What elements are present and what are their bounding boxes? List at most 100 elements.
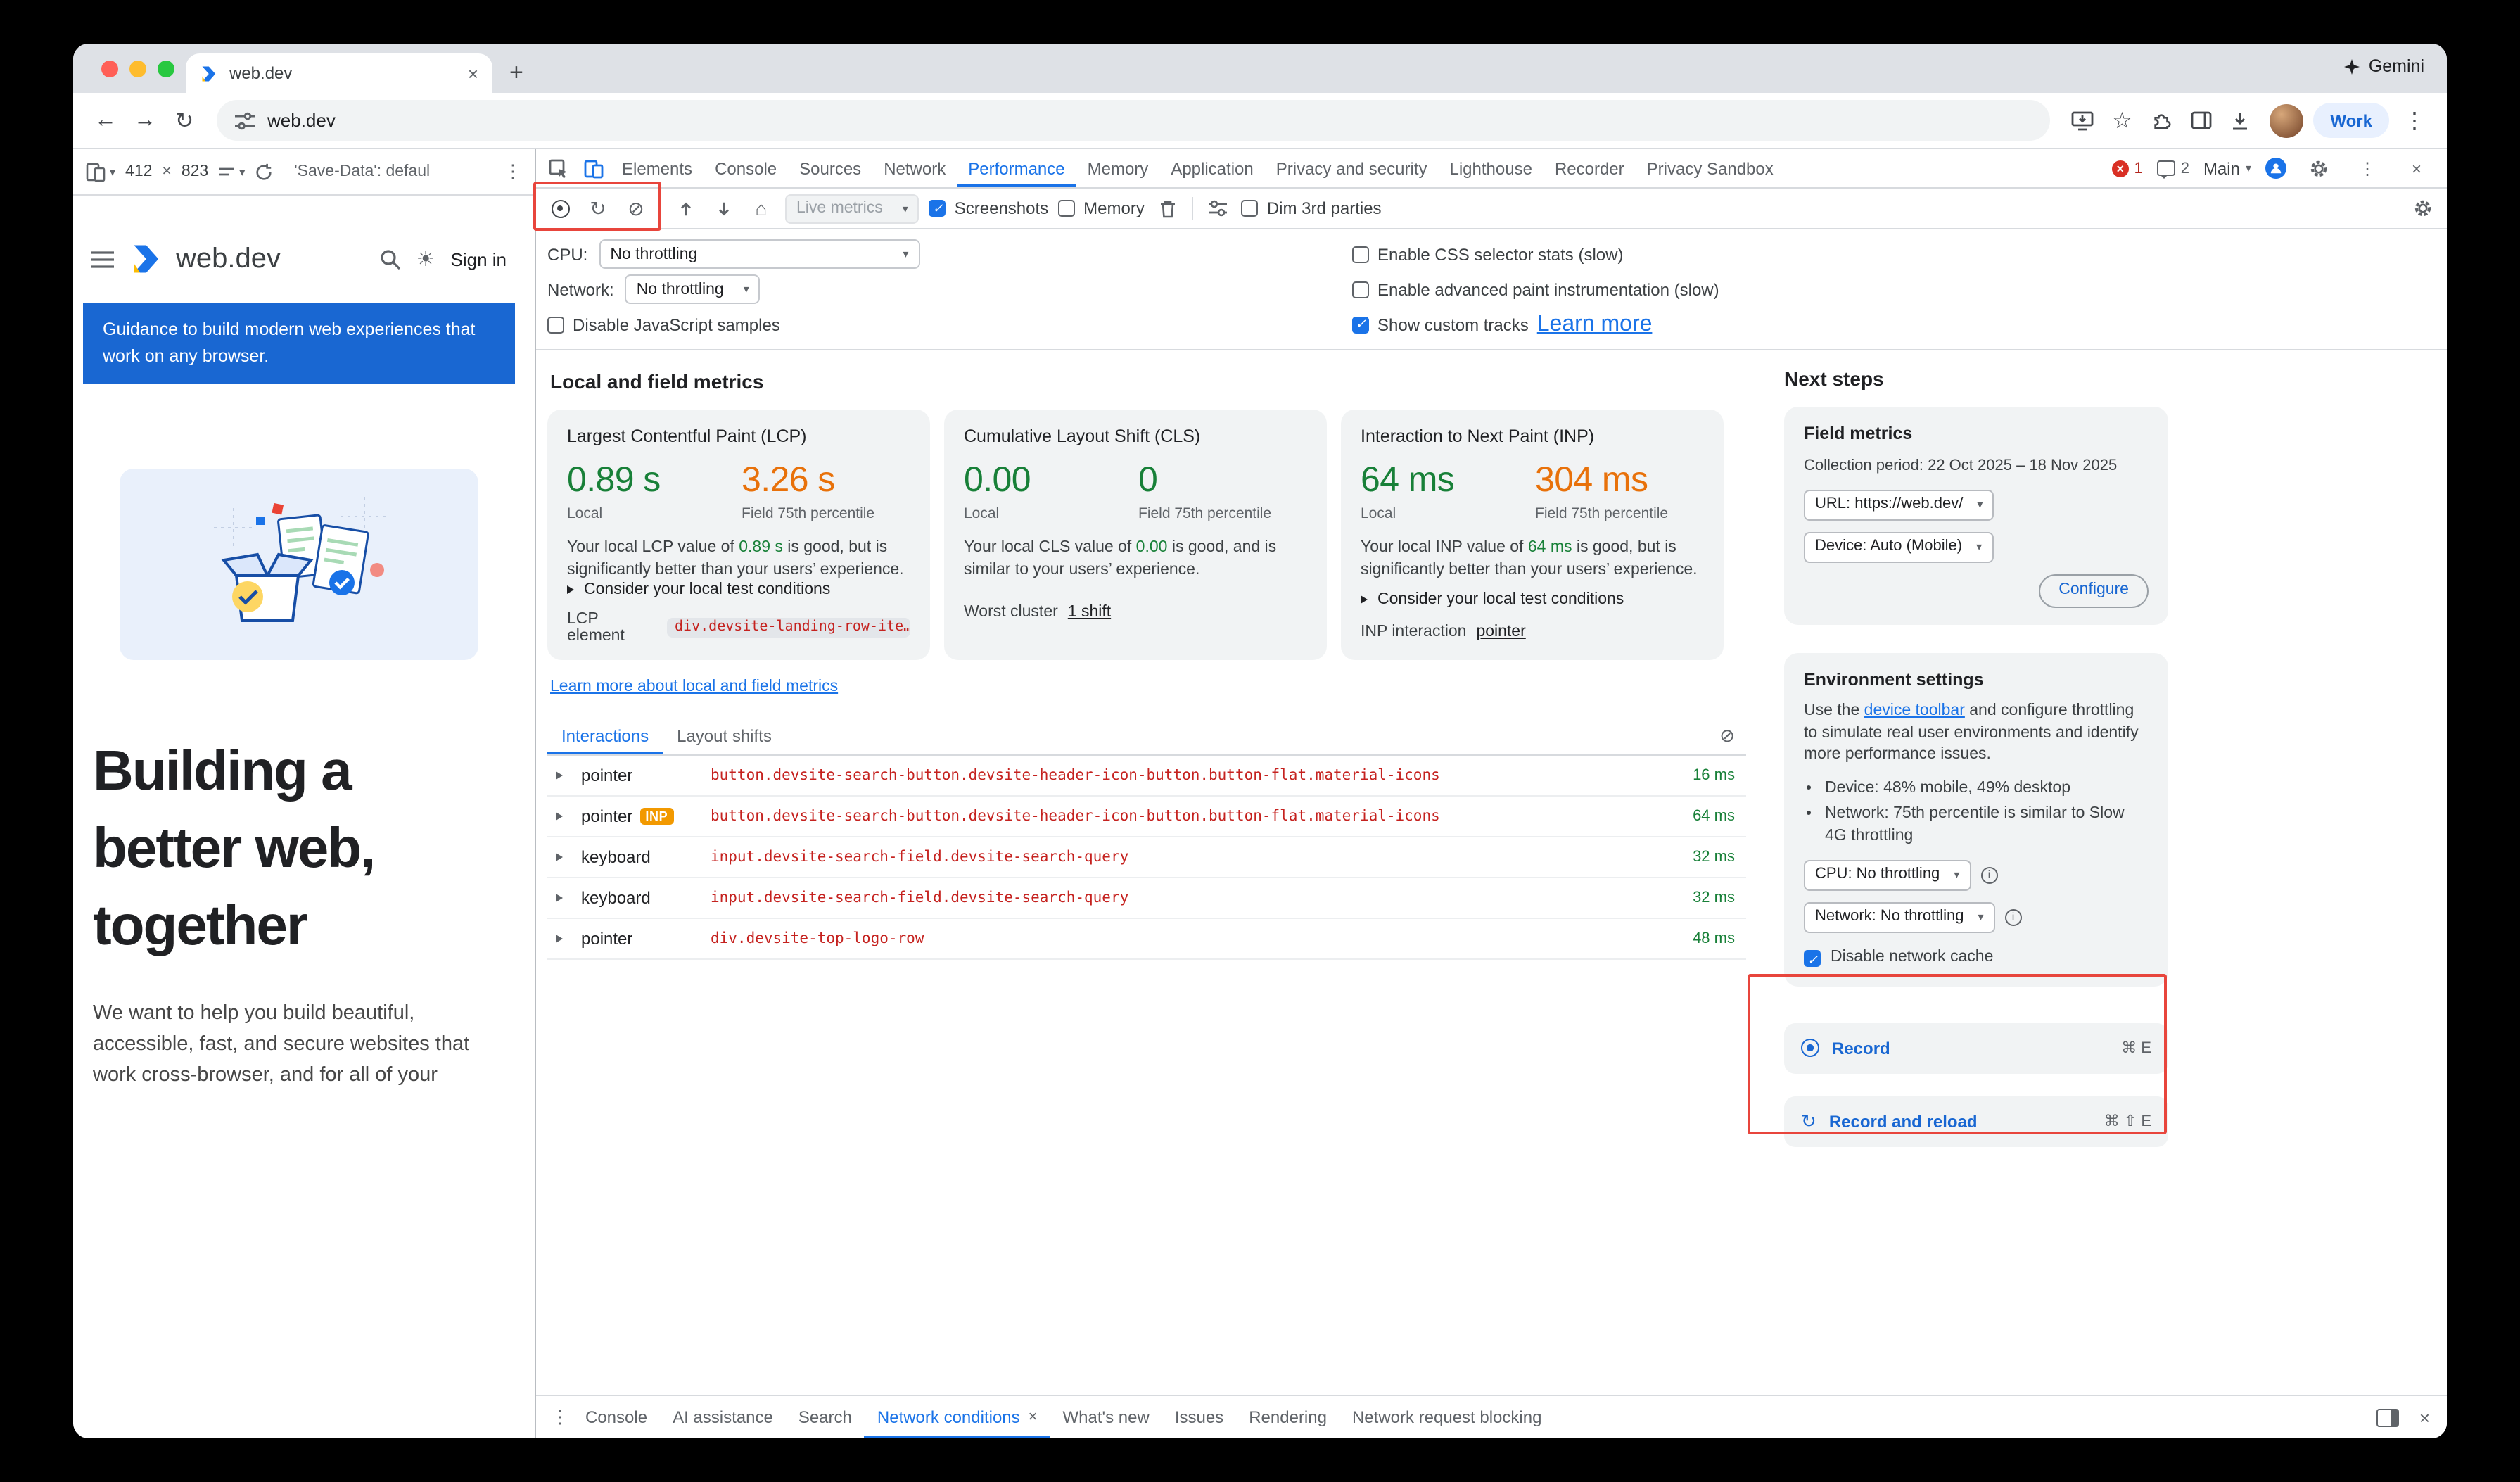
profile-avatar[interactable] [2270, 103, 2304, 137]
load-profile-icon[interactable] [671, 194, 699, 222]
lcp-test-conditions-expander[interactable]: Consider your local test conditions [567, 581, 910, 598]
interaction-row[interactable]: pointer div.devsite-top-logo-row 48 ms [547, 919, 1746, 960]
viewport-height-input[interactable]: 823 [181, 163, 209, 180]
record-and-reload-button[interactable]: ↻ Record and reload ⌘ ⇧ E [1784, 1096, 2168, 1146]
inspect-icon[interactable] [540, 149, 575, 187]
reload-page-button[interactable]: ↻ [174, 109, 194, 133]
record-icon[interactable] [546, 194, 574, 222]
new-tab-button[interactable]: + [509, 59, 523, 86]
row-expand-icon[interactable] [547, 935, 578, 943]
tab-interactions[interactable]: Interactions [547, 718, 663, 754]
devtools-tab-privacy-sandbox[interactable]: Privacy Sandbox [1646, 158, 1774, 178]
toggle-device-toolbar-icon[interactable] [575, 149, 611, 187]
row-expand-icon[interactable] [547, 812, 578, 821]
capture-settings-icon[interactable] [1204, 194, 1232, 222]
tab-layout-shifts[interactable]: Layout shifts [677, 726, 772, 746]
sign-in-link[interactable]: Sign in [450, 248, 507, 270]
interaction-target-link[interactable]: div.devsite-top-logo-row [711, 930, 924, 947]
dim-3rd-parties-checkbox[interactable]: Dim 3rd parties [1241, 198, 1382, 218]
issues-badge[interactable]: 2 [2156, 160, 2189, 179]
drawer-kebab-icon[interactable]: ⋮ [551, 1406, 569, 1427]
lcp-element-link[interactable]: div.devsite-landing-row-ite… [666, 617, 910, 637]
devtools-tab-console[interactable]: Console [715, 158, 777, 178]
error-badge[interactable]: 1 [2111, 160, 2143, 177]
interaction-row[interactable]: keyboard input.devsite-search-field.devs… [547, 837, 1746, 878]
garbage-collect-icon[interactable] [1154, 194, 1183, 222]
devtools-tab-sources[interactable]: Sources [799, 158, 862, 178]
record-and-reload-icon[interactable]: ↻ [590, 196, 606, 219]
rotate-viewport-icon[interactable] [255, 163, 273, 181]
zoom-select[interactable]: ▾ [218, 163, 245, 180]
devtools-close-icon[interactable]: × [2411, 158, 2422, 178]
custom-tracks-learn-more-link[interactable]: Learn more [1536, 312, 1653, 336]
field-url-select[interactable]: URL: https://web.dev/ [1804, 490, 1994, 521]
gemini-badge[interactable]: Gemini [2344, 56, 2424, 76]
row-expand-icon[interactable] [547, 853, 578, 861]
devtools-tab-application[interactable]: Application [1171, 158, 1254, 178]
interaction-target-link[interactable]: input.devsite-search-field.devsite-searc… [711, 889, 1129, 906]
clear-icon[interactable]: ⊘ [628, 196, 644, 219]
webdev-logo[interactable]: web.dev [129, 243, 281, 275]
drawer-tab-issues[interactable]: Issues [1174, 1407, 1224, 1427]
install-icon[interactable] [2064, 102, 2101, 139]
drawer-tab-close-icon[interactable]: × [1028, 1409, 1038, 1426]
drawer-tab-console[interactable]: Console [585, 1407, 648, 1427]
cpu-info-icon[interactable] [1980, 867, 1998, 884]
inp-test-conditions-expander[interactable]: Consider your local test conditions [1361, 591, 1704, 608]
device-type-select[interactable]: ▾ [86, 161, 115, 182]
devtools-tab-privacy-security[interactable]: Privacy and security [1275, 158, 1427, 178]
worst-cluster-link[interactable]: 1 shift [1067, 604, 1112, 621]
downloads-icon[interactable] [2222, 102, 2258, 139]
save-profile-icon[interactable] [709, 194, 737, 222]
interaction-row[interactable]: pointer INP button.devsite-search-button.… [547, 797, 1746, 837]
device-toolbar-link[interactable]: device toolbar [1864, 702, 1965, 719]
minimize-window-button[interactable] [129, 61, 146, 77]
forward-button[interactable]: → [134, 108, 156, 132]
devtools-tab-elements[interactable]: Elements [622, 158, 693, 178]
devtools-tab-memory[interactable]: Memory [1087, 158, 1149, 178]
theme-toggle-icon[interactable]: ☀ [416, 248, 435, 272]
interaction-target-link[interactable]: button.devsite-search-button.devsite-hea… [711, 808, 1440, 825]
drawer-tab-rendering[interactable]: Rendering [1249, 1407, 1327, 1427]
show-custom-tracks-checkbox[interactable]: Show custom tracks [1352, 315, 1529, 334]
profile-work-button[interactable]: Work [2313, 103, 2389, 138]
inp-interaction-link[interactable]: pointer [1476, 623, 1526, 640]
devtools-profile-icon[interactable] [2265, 158, 2286, 179]
row-expand-icon[interactable] [547, 771, 578, 780]
drawer-tab-network-request-blocking[interactable]: Network request blocking [1351, 1407, 1542, 1427]
menu-icon[interactable] [91, 250, 114, 268]
browser-menu-kebab-icon[interactable]: ⋮ [2403, 109, 2426, 133]
performance-settings-gear-icon[interactable] [2409, 194, 2437, 222]
drawer-tab-ai-assistance[interactable]: AI assistance [673, 1407, 773, 1427]
interaction-target-link[interactable]: input.devsite-search-field.devsite-searc… [711, 849, 1129, 866]
record-button[interactable]: Record ⌘ E [1784, 1022, 2168, 1073]
live-metrics-page-icon[interactable]: ⌂ [755, 197, 768, 220]
site-banner[interactable]: Guidance to build modern web experiences… [83, 303, 515, 384]
toggle-drawer-layout-icon[interactable] [2376, 1408, 2400, 1426]
interaction-target-link[interactable]: button.devsite-search-button.devsite-hea… [711, 767, 1440, 784]
network-info-icon[interactable] [2004, 909, 2022, 926]
network-throttling-select[interactable]: No throttling [625, 274, 761, 304]
clear-log-icon[interactable]: ⊘ [1719, 725, 1735, 746]
learn-metrics-link[interactable]: Learn more about local and field metrics [550, 678, 839, 695]
browser-tab[interactable]: web.dev × [186, 53, 492, 93]
interaction-row[interactable]: pointer button.devsite-search-button.dev… [547, 756, 1746, 797]
env-cpu-throttling-select[interactable]: CPU: No throttling [1804, 860, 1971, 891]
site-settings-icon[interactable] [235, 110, 255, 130]
devtools-tab-network[interactable]: Network [884, 158, 946, 178]
search-icon[interactable] [380, 248, 401, 270]
field-device-select[interactable]: Device: Auto (Mobile) [1804, 532, 1994, 563]
devtools-settings-gear-icon[interactable] [2301, 158, 2336, 178]
extensions-puzzle-icon[interactable] [2143, 102, 2179, 139]
disable-js-samples-checkbox[interactable]: Disable JavaScript samples [547, 315, 780, 334]
drawer-close-icon[interactable]: × [2419, 1407, 2430, 1428]
execution-context-select[interactable]: Main ▾ [2203, 158, 2251, 178]
cpu-throttling-select[interactable]: No throttling [599, 239, 920, 269]
memory-checkbox[interactable]: Memory [1058, 198, 1145, 218]
env-network-throttling-select[interactable]: Network: No throttling [1804, 902, 1995, 933]
back-button[interactable]: ← [94, 108, 117, 132]
drawer-tab-network-conditions[interactable]: Network conditions × [865, 1396, 1050, 1438]
device-toolbar-kebab-icon[interactable]: ⋮ [504, 160, 522, 182]
side-panel-icon[interactable] [2182, 102, 2219, 139]
maximize-window-button[interactable] [158, 61, 174, 77]
